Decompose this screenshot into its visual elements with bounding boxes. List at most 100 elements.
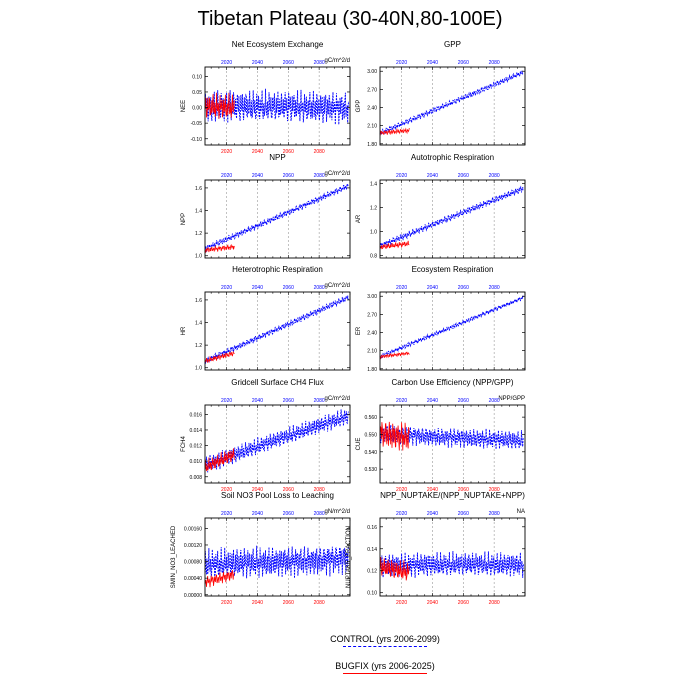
top-tick-label: 2040: [427, 398, 438, 404]
y-tick-label: 1.0: [195, 254, 202, 260]
y-axis-label: SMIN_NO3_LEACHED: [171, 525, 177, 588]
y-axis-label: NUPTAKE_FRACTION: [346, 526, 352, 588]
y-tick-label: 0.12: [367, 569, 377, 575]
y-tick-label: 0.05: [192, 90, 202, 96]
bottom-tick-label: 2060: [283, 600, 294, 606]
y-tick-label: 0.14: [367, 547, 377, 553]
bottom-tick-label: 2020: [221, 600, 232, 606]
top-tick-label: 2080: [489, 511, 500, 517]
chart-units: gN/m^2/d: [325, 509, 351, 515]
top-tick-label: 2020: [221, 398, 232, 404]
y-tick-label: 1.2: [195, 231, 202, 237]
legend-control-line: [343, 646, 427, 647]
chart-title: Soil NO3 Pool Loss to Leaching: [221, 491, 334, 500]
series-control-line: [379, 185, 524, 249]
y-tick-label: 0.540: [364, 450, 377, 456]
bottom-tick-label: 2040: [252, 600, 263, 606]
bottom-tick-label: 2040: [252, 149, 263, 155]
y-tick-label: 1.4: [195, 209, 202, 215]
y-axis-label: NEE: [181, 100, 187, 112]
series-bugfix-line: [204, 570, 235, 588]
series-control-line: [204, 409, 349, 473]
chart-title: NPP_NUPTAKE/(NPP_NUPTAKE+NPP): [380, 491, 525, 500]
y-tick-label: 1.4: [195, 321, 202, 327]
y-tick-label: 1.4: [370, 182, 377, 188]
y-tick-label: 0.550: [364, 432, 377, 438]
top-tick-label: 2040: [427, 60, 438, 66]
bottom-tick-label: 2080: [314, 487, 325, 493]
bottom-tick-label: 2060: [283, 487, 294, 493]
top-tick-label: 2020: [396, 60, 407, 66]
y-tick-label: 3.00: [367, 294, 377, 300]
y-tick-label: -0.10: [191, 137, 203, 143]
top-tick-label: 2060: [458, 173, 469, 179]
bottom-tick-label: 2080: [314, 149, 325, 155]
bottom-tick-label: 2080: [489, 487, 500, 493]
chart-title: Autotrophic Respiration: [411, 153, 494, 162]
top-tick-label: 2060: [458, 398, 469, 404]
top-tick-label: 2080: [314, 60, 325, 66]
top-tick-label: 2020: [396, 173, 407, 179]
y-tick-label: 0.012: [189, 444, 202, 450]
y-axis-label: AR: [356, 214, 362, 223]
y-tick-label: 0.530: [364, 467, 377, 473]
y-axis-label: GPP: [356, 100, 362, 113]
series-bugfix-line: [204, 351, 235, 363]
y-tick-label: 0.00160: [184, 526, 202, 532]
top-tick-label: 2080: [489, 60, 500, 66]
y-tick-label: -0.05: [191, 121, 203, 127]
series-control-line: [379, 294, 524, 359]
page-title: Tibetan Plateau (30-40N,80-100E): [197, 8, 503, 30]
plot-frame: [204, 291, 351, 371]
y-tick-label: 1.80: [367, 367, 377, 373]
y-tick-label: 1.2: [370, 206, 377, 212]
bottom-tick-label: 2020: [396, 487, 407, 493]
top-tick-label: 2040: [252, 398, 263, 404]
y-tick-label: 0.560: [364, 415, 377, 421]
y-axis-label: FCH4: [181, 436, 187, 452]
y-tick-label: 0.00080: [184, 560, 202, 566]
y-tick-label: 0.014: [189, 428, 202, 434]
chart-panel-4: Autotrophic Respiration 1.4 1.2 1.0 0.8 2020 2…: [356, 153, 526, 260]
y-tick-label: 0.10: [367, 591, 377, 597]
plot-frame: [379, 291, 526, 371]
bottom-tick-label: 2040: [252, 487, 263, 493]
series-bugfix-line: [204, 448, 235, 472]
y-tick-label: 0.00040: [184, 576, 202, 582]
chart-title: Heterotrophic Respiration: [232, 265, 323, 274]
bottom-tick-label: 2020: [221, 487, 232, 493]
top-tick-label: 2020: [396, 511, 407, 517]
chart-panel-1: Net Ecosystem Exchange gC/m^2/d 0.10 0.05 0.…: [181, 40, 351, 155]
top-tick-label: 2080: [489, 285, 500, 291]
y-tick-label: 2.10: [367, 349, 377, 355]
y-tick-label: 1.0: [195, 366, 202, 372]
top-tick-label: 2020: [221, 511, 232, 517]
chart-title: Gridcell Surface CH4 Flux: [231, 378, 323, 387]
chart-units: NA: [517, 509, 525, 515]
top-tick-label: 2040: [252, 173, 263, 179]
y-tick-label: 3.00: [367, 69, 377, 75]
bottom-tick-label: 2060: [458, 600, 469, 606]
y-tick-label: 0.8: [370, 254, 377, 260]
y-tick-label: 0.00: [192, 106, 202, 112]
legend-control-label: CONTROL (yrs 2006-2099): [330, 634, 440, 644]
y-tick-label: 0.016: [189, 412, 202, 418]
chart-title: GPP: [444, 40, 461, 49]
chart-panel-8: Carbon Use Efficiency (NPP/GPP) NPP/GPP 0.…: [356, 378, 526, 493]
bottom-tick-label: 2060: [458, 487, 469, 493]
top-tick-label: 2060: [283, 285, 294, 291]
top-tick-label: 2020: [221, 285, 232, 291]
y-tick-label: 1.6: [195, 298, 202, 304]
y-tick-label: 0.008: [189, 475, 202, 481]
chart-units: gC/m^2/d: [325, 58, 351, 64]
plot-frame: [204, 404, 351, 484]
top-tick-label: 2060: [283, 173, 294, 179]
top-tick-label: 2060: [283, 511, 294, 517]
chart-panel-6: Ecosystem Respiration 3.00 2.70 2.40 2.10 1.8…: [356, 265, 526, 373]
top-tick-label: 2080: [314, 285, 325, 291]
legend-control: CONTROL (yrs 2006-2099): [280, 634, 490, 647]
chart-panel-10: NPP_NUPTAKE/(NPP_NUPTAKE+NPP) NA 0.16 0.14 0…: [346, 491, 526, 606]
legend-bugfix-line: [343, 673, 427, 674]
bottom-tick-label: 2060: [283, 149, 294, 155]
